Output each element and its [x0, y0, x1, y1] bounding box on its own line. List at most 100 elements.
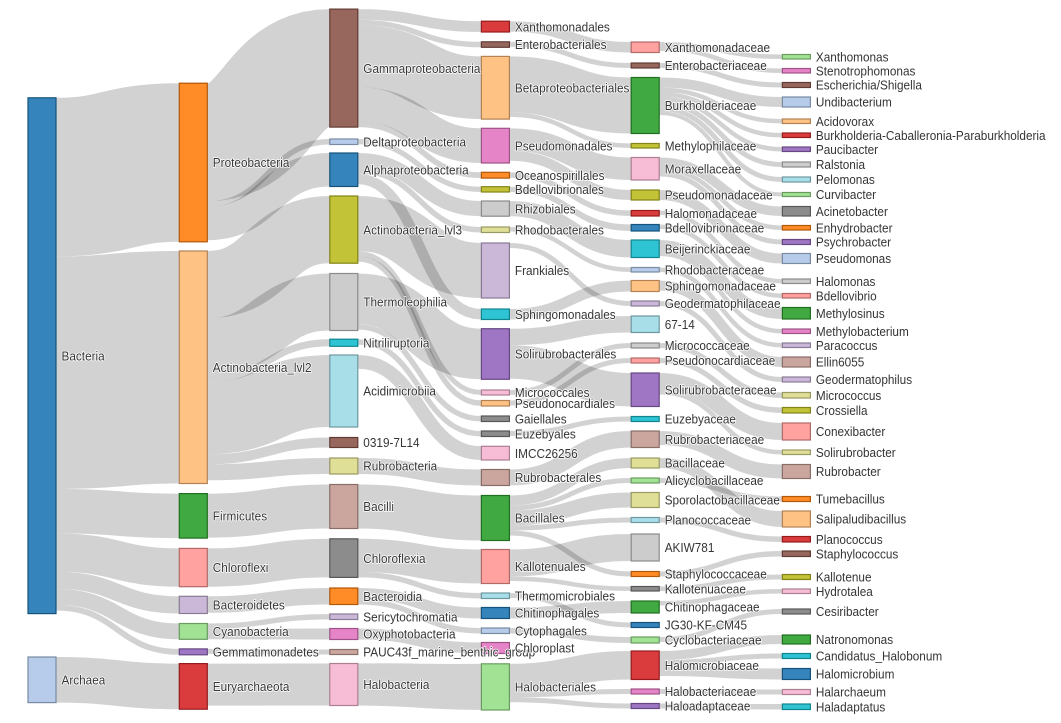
svg-text:Salipaludibacillus: Salipaludibacillus	[816, 512, 907, 527]
svg-text:Pelomonas: Pelomonas	[816, 172, 875, 187]
svg-text:Planococcus: Planococcus	[816, 532, 883, 547]
svg-text:Beijerinckiaceae: Beijerinckiaceae	[665, 241, 751, 256]
svg-text:Acinetobacter: Acinetobacter	[816, 204, 889, 219]
svg-text:Tumebacillus: Tumebacillus	[816, 492, 885, 507]
svg-text:Rubrobacteriaceae: Rubrobacteriaceae	[665, 432, 765, 447]
svg-text:Solirubrobacteraceae: Solirubrobacteraceae	[665, 382, 777, 397]
svg-text:Xanthomonas: Xanthomonas	[816, 49, 889, 64]
svg-text:Sporolactobacillaceae: Sporolactobacillaceae	[665, 493, 780, 508]
svg-text:Oceanospirillales: Oceanospirillales	[515, 168, 605, 183]
svg-text:Cytophagales: Cytophagales	[515, 623, 587, 638]
svg-text:Natronomonas: Natronomonas	[816, 632, 894, 647]
svg-text:Pseudomonadales: Pseudomonadales	[515, 138, 613, 153]
svg-text:Rhodobacteraceae: Rhodobacteraceae	[665, 262, 765, 277]
svg-text:Solirubrobacterales: Solirubrobacterales	[515, 347, 617, 362]
svg-text:Cyanobacteria: Cyanobacteria	[213, 624, 289, 639]
svg-text:IMCC26256: IMCC26256	[515, 446, 578, 461]
svg-text:Pseudonocardiaceae: Pseudonocardiaceae	[665, 353, 776, 368]
svg-text:Rubrobacteria: Rubrobacteria	[363, 459, 437, 474]
svg-text:Moraxellaceae: Moraxellaceae	[665, 161, 742, 176]
svg-text:Rhizobiales: Rhizobiales	[515, 201, 576, 216]
svg-text:Bacillaceae: Bacillaceae	[665, 456, 725, 471]
svg-text:Sericytochromatia: Sericytochromatia	[363, 609, 458, 624]
svg-text:Micrococcaceae: Micrococcaceae	[665, 338, 750, 353]
svg-text:Xanthomonadales: Xanthomonadales	[515, 19, 610, 34]
svg-text:Halobacteria: Halobacteria	[363, 677, 430, 692]
svg-text:Halomonadaceae: Halomonadaceae	[665, 206, 757, 221]
svg-text:Alicyclobacillaceae: Alicyclobacillaceae	[665, 473, 764, 488]
svg-text:Enterobacteriales: Enterobacteriales	[515, 37, 607, 52]
svg-text:Paracoccus: Paracoccus	[816, 338, 878, 353]
svg-text:Methylosinus: Methylosinus	[816, 306, 885, 321]
svg-text:Actinobacteria_lvl2: Actinobacteria_lvl2	[213, 360, 312, 375]
svg-text:Sphingomonadales: Sphingomonadales	[515, 307, 616, 322]
svg-text:Psychrobacter: Psychrobacter	[816, 235, 892, 250]
svg-text:Bacteria: Bacteria	[62, 348, 106, 363]
svg-text:Nitriliruptoria: Nitriliruptoria	[363, 335, 430, 350]
svg-text:Cyclobacteriaceae: Cyclobacteriaceae	[665, 633, 762, 648]
svg-text:Enhydrobacter: Enhydrobacter	[816, 220, 893, 235]
svg-text:Methylobacterium: Methylobacterium	[816, 324, 909, 339]
svg-text:JG30-KF-CM45: JG30-KF-CM45	[665, 618, 747, 633]
svg-text:Euzebyales: Euzebyales	[515, 426, 576, 441]
svg-text:Bacilli: Bacilli	[363, 499, 394, 514]
svg-text:Hydrotalea: Hydrotalea	[816, 584, 873, 599]
svg-text:Undibacterium: Undibacterium	[816, 95, 892, 110]
svg-text:Bdellovibrionales: Bdellovibrionales	[515, 182, 604, 197]
svg-text:Halobacteriales: Halobacteriales	[515, 680, 596, 695]
svg-text:Bdellovibrio: Bdellovibrio	[816, 288, 877, 303]
svg-text:Micrococcus: Micrococcus	[816, 388, 882, 403]
svg-text:Haloadaptaceae: Haloadaptaceae	[665, 699, 751, 714]
svg-text:Sphingomonadaceae: Sphingomonadaceae	[665, 279, 776, 294]
svg-text:Cesiribacter: Cesiribacter	[816, 604, 879, 619]
svg-text:Firmicutes: Firmicutes	[213, 509, 268, 524]
svg-text:Staphylococcaceae: Staphylococcaceae	[665, 567, 767, 582]
svg-text:Halarchaeum: Halarchaeum	[816, 685, 886, 700]
svg-text:Halomicrobiaceae: Halomicrobiaceae	[665, 658, 759, 673]
svg-text:0319-7L14: 0319-7L14	[363, 435, 419, 450]
svg-text:Stenotrophomonas: Stenotrophomonas	[816, 63, 916, 78]
svg-text:Chitinophagales: Chitinophagales	[515, 606, 600, 621]
svg-text:Pseudonocardiales: Pseudonocardiales	[515, 396, 615, 411]
svg-text:Chitinophagaceae: Chitinophagaceae	[665, 600, 760, 615]
svg-text:Thermomicrobiales: Thermomicrobiales	[515, 588, 615, 603]
svg-text:Acidovorax: Acidovorax	[816, 114, 875, 129]
svg-text:Bacteroidia: Bacteroidia	[363, 589, 422, 604]
svg-text:Chloroplast: Chloroplast	[515, 641, 575, 656]
svg-text:Curvibacter: Curvibacter	[816, 187, 877, 202]
svg-text:Solirubrobacter: Solirubrobacter	[816, 445, 896, 460]
svg-text:Thermoleophilia: Thermoleophilia	[363, 295, 447, 310]
svg-text:Xanthomonadaceae: Xanthomonadaceae	[665, 40, 770, 55]
svg-text:Ellin6055: Ellin6055	[816, 355, 864, 370]
svg-text:Proteobacteria: Proteobacteria	[213, 155, 290, 170]
svg-text:Euryarchaeota: Euryarchaeota	[213, 679, 290, 694]
svg-text:PAUC43f_marine_benthic_group: PAUC43f_marine_benthic_group	[363, 645, 535, 660]
svg-text:Paucibacter: Paucibacter	[816, 142, 879, 157]
svg-text:Archaea: Archaea	[62, 672, 106, 687]
svg-text:Chloroflexi: Chloroflexi	[213, 560, 269, 575]
svg-text:Kallotenuales: Kallotenuales	[515, 559, 586, 574]
svg-text:Crossiella: Crossiella	[816, 403, 868, 418]
svg-text:Halomonas: Halomonas	[816, 274, 876, 289]
svg-text:Gaiellales: Gaiellales	[515, 411, 567, 426]
svg-text:Escherichia/Shigella: Escherichia/Shigella	[816, 78, 923, 93]
svg-text:Gammaproteobacteria: Gammaproteobacteria	[363, 61, 481, 76]
svg-text:Pseudomonadaceae: Pseudomonadaceae	[665, 188, 773, 203]
svg-text:Enterobacteriaceae: Enterobacteriaceae	[665, 58, 767, 73]
svg-text:Planococcaceae: Planococcaceae	[665, 513, 751, 528]
svg-text:Bacillales: Bacillales	[515, 511, 565, 526]
svg-text:Haladaptatus: Haladaptatus	[816, 699, 886, 714]
svg-text:Rubrobacter: Rubrobacter	[816, 464, 881, 479]
svg-text:Conexibacter: Conexibacter	[816, 424, 886, 439]
svg-text:Micrococcales: Micrococcales	[515, 385, 590, 400]
svg-text:Kallotenuaceae: Kallotenuaceae	[665, 581, 746, 596]
svg-text:Actinobacteria_lvl3: Actinobacteria_lvl3	[363, 222, 462, 237]
svg-text:Staphylococcus: Staphylococcus	[816, 546, 899, 561]
svg-text:67-14: 67-14	[665, 317, 695, 332]
svg-text:AKIW781: AKIW781	[665, 540, 715, 555]
svg-text:Oxyphotobacteria: Oxyphotobacteria	[363, 627, 456, 642]
svg-text:Bdellovibrionaceae: Bdellovibrionaceae	[665, 220, 765, 235]
svg-text:Acidimicrobiia: Acidimicrobiia	[363, 384, 436, 399]
svg-text:Alphaproteobacteria: Alphaproteobacteria	[363, 162, 469, 177]
svg-text:Ralstonia: Ralstonia	[816, 157, 866, 172]
